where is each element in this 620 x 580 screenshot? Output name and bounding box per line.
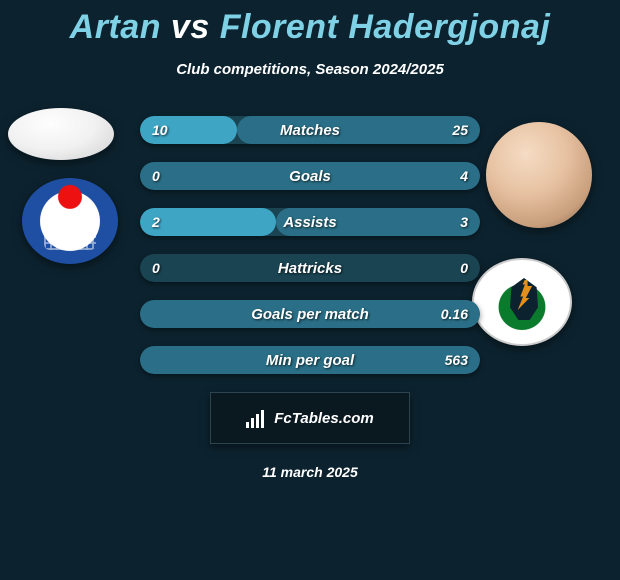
stat-row: 00Hattricks <box>140 254 480 282</box>
title-player-a: Artan <box>70 8 161 46</box>
stat-row: 0.16Goals per match <box>140 300 480 328</box>
stat-label: Matches <box>140 116 480 144</box>
brand-text: FcTables.com <box>274 410 373 427</box>
stat-rows: 1025Matches 04Goals 23Assists 00Hattricks 0.… <box>140 116 480 374</box>
player-b-avatar <box>486 122 592 228</box>
title-vs: vs <box>161 8 220 46</box>
stat-label: Assists <box>140 208 480 236</box>
footer-date: 11 march 2025 <box>0 464 620 480</box>
club-a-crest <box>22 178 118 264</box>
title-player-b: Florent Hadergjonaj <box>220 8 551 46</box>
subtitle: Club competitions, Season 2024/2025 <box>0 61 620 78</box>
page-title: Artan vs Florent Hadergjonaj <box>0 0 620 47</box>
stat-row: 23Assists <box>140 208 480 236</box>
player-a-avatar <box>8 108 114 160</box>
brand-logo-icon <box>246 408 268 428</box>
stat-label: Goals <box>140 162 480 190</box>
stat-label: Min per goal <box>140 346 480 374</box>
stat-label: Goals per match <box>140 300 480 328</box>
stat-row: 04Goals <box>140 162 480 190</box>
club-b-crest <box>472 258 572 346</box>
stat-row: 563Min per goal <box>140 346 480 374</box>
stat-label: Hattricks <box>140 254 480 282</box>
stat-row: 1025Matches <box>140 116 480 144</box>
brand-box[interactable]: FcTables.com <box>210 392 410 444</box>
